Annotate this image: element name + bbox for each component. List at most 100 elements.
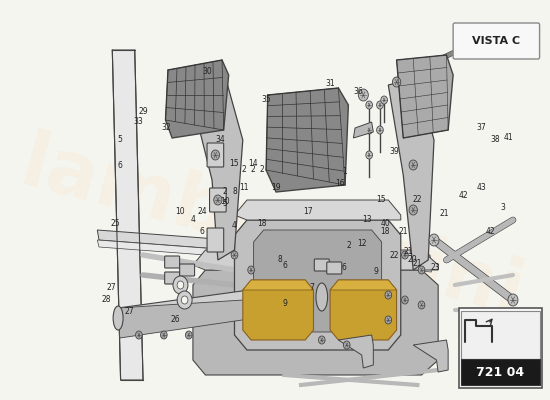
Polygon shape — [413, 340, 448, 372]
Circle shape — [359, 89, 369, 101]
Text: 35: 35 — [262, 95, 271, 104]
Text: 31: 31 — [326, 79, 336, 88]
Text: 7: 7 — [310, 283, 315, 292]
Text: 15: 15 — [229, 159, 239, 168]
Text: 6: 6 — [282, 262, 287, 270]
FancyBboxPatch shape — [207, 228, 224, 252]
Circle shape — [409, 205, 417, 215]
Polygon shape — [193, 250, 438, 270]
Text: 29: 29 — [138, 107, 148, 116]
Text: 9: 9 — [282, 299, 287, 308]
Text: 13: 13 — [362, 215, 372, 224]
Text: 15: 15 — [376, 195, 386, 204]
Polygon shape — [243, 280, 314, 290]
Circle shape — [377, 101, 383, 109]
Polygon shape — [97, 230, 432, 265]
Circle shape — [211, 150, 219, 160]
Circle shape — [182, 296, 188, 304]
Circle shape — [418, 301, 425, 309]
Text: 5: 5 — [118, 135, 123, 144]
Text: 10: 10 — [175, 207, 184, 216]
Text: 2: 2 — [346, 242, 351, 250]
Polygon shape — [118, 295, 323, 338]
Polygon shape — [112, 50, 143, 380]
Text: 4: 4 — [191, 215, 196, 224]
Text: 2: 2 — [223, 187, 228, 196]
Text: 37: 37 — [476, 123, 486, 132]
Text: 10: 10 — [221, 198, 230, 206]
Text: 14: 14 — [248, 159, 257, 168]
Polygon shape — [234, 200, 401, 220]
Text: 34: 34 — [216, 135, 225, 144]
Polygon shape — [166, 60, 229, 138]
Text: 16: 16 — [335, 179, 344, 188]
Text: 17: 17 — [302, 207, 312, 216]
Text: lamborghini: lamborghini — [13, 127, 531, 333]
Circle shape — [214, 195, 222, 205]
Text: 27: 27 — [124, 307, 134, 316]
Text: 40: 40 — [381, 219, 390, 228]
Text: 25: 25 — [111, 219, 120, 228]
Text: 22: 22 — [390, 251, 399, 260]
FancyBboxPatch shape — [207, 143, 224, 167]
Text: 21: 21 — [399, 227, 408, 236]
Text: 11: 11 — [239, 183, 248, 192]
Text: 32: 32 — [161, 123, 170, 132]
Text: 8: 8 — [278, 255, 283, 264]
Text: 8: 8 — [232, 187, 237, 196]
Polygon shape — [118, 280, 323, 323]
Text: 6: 6 — [200, 227, 205, 236]
Circle shape — [231, 251, 238, 259]
Polygon shape — [197, 80, 243, 260]
Circle shape — [185, 331, 192, 339]
Bar — [461, 311, 540, 359]
Circle shape — [508, 294, 518, 306]
Text: VISTA C: VISTA C — [472, 36, 520, 46]
Circle shape — [173, 276, 188, 294]
Text: 6: 6 — [342, 263, 346, 272]
Polygon shape — [388, 78, 434, 270]
Text: 21: 21 — [440, 210, 449, 218]
Text: 38: 38 — [490, 135, 500, 144]
Text: 26: 26 — [170, 315, 180, 324]
Text: 39: 39 — [389, 147, 399, 156]
Circle shape — [429, 234, 439, 246]
Polygon shape — [397, 55, 453, 138]
Text: 18: 18 — [257, 219, 267, 228]
Text: 28: 28 — [102, 295, 111, 304]
Circle shape — [393, 77, 401, 87]
FancyBboxPatch shape — [164, 256, 180, 268]
Circle shape — [177, 291, 192, 309]
Text: 6: 6 — [118, 162, 123, 170]
Circle shape — [366, 151, 372, 159]
Text: 36: 36 — [353, 87, 363, 96]
FancyBboxPatch shape — [453, 23, 540, 59]
Circle shape — [381, 96, 387, 104]
Text: 41: 41 — [504, 134, 514, 142]
Text: 2: 2 — [250, 166, 255, 174]
Polygon shape — [330, 280, 397, 290]
Text: 18: 18 — [381, 227, 390, 236]
Circle shape — [366, 101, 372, 109]
Text: 3: 3 — [500, 203, 505, 212]
Text: 33: 33 — [134, 118, 143, 126]
Circle shape — [177, 281, 184, 289]
FancyBboxPatch shape — [314, 259, 329, 271]
Text: 5: 5 — [223, 199, 228, 208]
Text: 21: 21 — [412, 259, 422, 268]
Circle shape — [343, 341, 350, 349]
Circle shape — [135, 331, 142, 339]
Text: 20: 20 — [408, 255, 417, 264]
Text: 1: 1 — [342, 167, 346, 176]
FancyBboxPatch shape — [180, 264, 195, 276]
Circle shape — [385, 291, 392, 299]
FancyBboxPatch shape — [210, 188, 226, 212]
Text: a passion: a passion — [240, 261, 387, 319]
Text: 23: 23 — [431, 263, 441, 272]
Polygon shape — [330, 280, 397, 340]
Polygon shape — [353, 122, 373, 138]
Text: 4: 4 — [232, 222, 237, 230]
Circle shape — [402, 296, 408, 304]
Circle shape — [385, 316, 392, 324]
Text: 42: 42 — [486, 227, 495, 236]
